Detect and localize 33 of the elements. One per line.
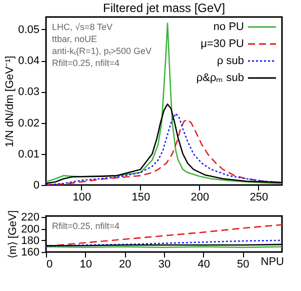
annotation: LHC, √s=8 TeV bbox=[52, 22, 113, 32]
x-tick-label: 10 bbox=[80, 258, 92, 270]
y-axis-title: 1/N dN/dm [GeV⁻¹] bbox=[4, 56, 16, 148]
legend-label: no PU bbox=[213, 21, 244, 33]
x-tick-label: 200 bbox=[190, 192, 210, 204]
y-tick-label: 0.04 bbox=[18, 55, 40, 68]
x-tick-label: 50 bbox=[237, 258, 250, 270]
x-tick-label: 30 bbox=[158, 258, 171, 270]
y-tick-label: 0.01 bbox=[18, 148, 40, 160]
x-tick-label: 0 bbox=[46, 258, 53, 270]
chart-title: Filtered jet mass [GeV] bbox=[102, 1, 226, 15]
legend-label: ρ&ρₘ sub bbox=[196, 72, 244, 84]
x-tick-label: 150 bbox=[132, 192, 150, 204]
y-tick-label: 220 bbox=[21, 212, 40, 224]
x-tick-label: 20 bbox=[119, 258, 132, 270]
legend-label: ρ sub bbox=[216, 55, 244, 67]
y-tick-label: 200 bbox=[21, 223, 40, 236]
y-tick-label: 0.05 bbox=[18, 24, 40, 36]
x-tick-label: 100 bbox=[72, 192, 92, 204]
y-tick-label: 0.02 bbox=[18, 117, 40, 130]
x-tick-label: 40 bbox=[198, 258, 210, 270]
annotation: ttbar, noUE bbox=[52, 34, 98, 44]
x-tick-label: 250 bbox=[250, 192, 268, 204]
annotation: Rfilt=0.25, nfilt=4 bbox=[52, 221, 120, 231]
y-axis-title: ⟨m⟩ [GeV] bbox=[7, 210, 20, 259]
y-tick-label: 180 bbox=[21, 234, 40, 247]
y-tick-label: 0 bbox=[33, 180, 40, 192]
legend-label: μ=30 PU bbox=[200, 38, 244, 50]
annotation: Rfilt=0.25, nfilt=4 bbox=[52, 58, 120, 68]
x-axis-title: NPU bbox=[260, 256, 284, 268]
annotation: anti-kₜ(R=1), pₜ>500 GeV bbox=[52, 46, 152, 56]
y-tick-label: 0.03 bbox=[18, 86, 40, 98]
y-tick-label: 160 bbox=[21, 246, 40, 258]
